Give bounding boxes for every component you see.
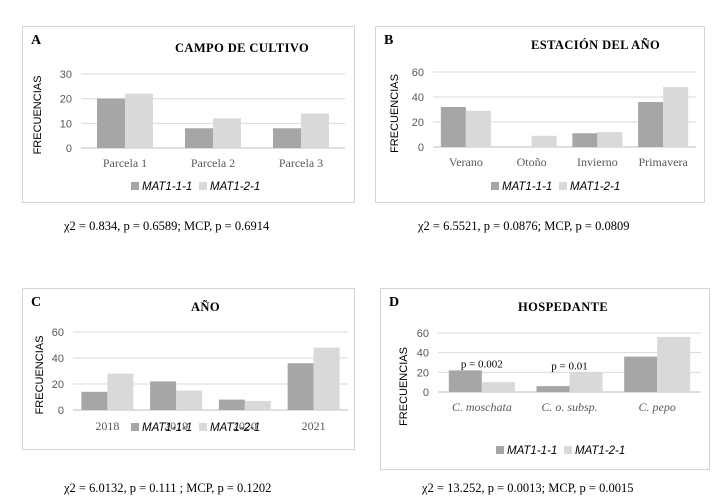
chart-a-bar-mat111-0: [97, 98, 125, 148]
chart-d-panel-letter: D: [389, 295, 399, 310]
chart-a-ytick-label: 30: [60, 69, 72, 81]
chart-c-category-label: 2018: [95, 419, 119, 433]
chart-b-bar-mat111-0: [440, 107, 466, 147]
chart-a-category-label: Parcela 2: [191, 156, 235, 170]
chart-a-legend-swatch-2: [199, 182, 207, 190]
chart-d-ytick-label: 0: [423, 387, 429, 399]
chart-a-bar-mat111-1: [185, 128, 213, 148]
chart-c-bar-mat121-0: [107, 373, 134, 410]
chart-d-legend-swatch-2: [564, 446, 572, 454]
chart-d-title: HOSPEDANTE: [518, 300, 608, 314]
chart-c-category-label: 2021: [302, 419, 326, 433]
chart-panel-d: D HOSPEDANTE 0 20 40 60 FRECUENCIAS C. moschata…: [380, 288, 710, 470]
chart-panel-b: B ESTACIÓN DEL AÑO 0 20 40 60 FRECUENCIAS Veran…: [375, 26, 705, 203]
chart-b-bar-mat111-3: [638, 102, 664, 147]
chart-d-ytick-label: 40: [417, 348, 429, 360]
chart-c-title: AÑO: [191, 300, 220, 314]
chart-b-bar-mat121-3: [663, 87, 689, 147]
stat-text-a: χ2 = 0.834, p = 0.6589; MCP, p = 0.6914: [64, 219, 270, 233]
chart-c-panel-letter: C: [31, 295, 41, 310]
chart-c-bar-mat111-0: [81, 391, 108, 410]
chart-panel-c: C AÑO 0 20 40 60 FRECUENCIAS 2018 2019 2020 2021 MA…: [22, 288, 355, 450]
chart-a-bar-mat111-2: [273, 128, 301, 148]
chart-a-ytick-label: 0: [66, 143, 72, 155]
chart-b-ytick-label: 60: [412, 67, 424, 79]
chart-b-bar-mat121-1: [531, 135, 557, 147]
stat-text-d: χ2 = 13.252, p = 0.0013; MCP, p = 0.0015: [422, 481, 634, 495]
chart-d-legend-label-1: MAT1-1-1: [507, 445, 557, 457]
chart-d-bar-mat121-2: [657, 336, 691, 392]
chart-b-category-label: Invierno: [577, 155, 618, 169]
chart-a-y-axis-label: FRECUENCIAS: [32, 76, 44, 155]
chart-d-legend-label-2: MAT1-2-1: [575, 445, 625, 457]
chart-b-legend-label-2: MAT1-2-1: [570, 181, 620, 193]
chart-b-panel-letter: B: [384, 33, 393, 48]
chart-b-category-label: Otoño: [517, 155, 547, 169]
stat-text-b: χ2 = 6.5521, p = 0.0876; MCP, p = 0.0809: [418, 219, 630, 233]
chart-b-ytick-label: 40: [412, 92, 424, 104]
chart-c-bar-mat111-2: [218, 399, 245, 410]
chart-d-category-label: C. pepo: [638, 400, 675, 414]
chart-c-category-label: 2020: [233, 419, 257, 433]
chart-a-category-label: Parcela 1: [103, 156, 147, 170]
chart-c-ytick-label: 20: [52, 379, 64, 391]
chart-a-legend-swatch-1: [131, 182, 139, 190]
chart-d-bar-mat111-1: [536, 386, 570, 392]
chart-d-ytick-label: 20: [417, 367, 429, 379]
chart-a-ytick-label: 10: [60, 118, 72, 130]
chart-c-bar-mat121-2: [244, 400, 271, 410]
chart-panel-a: A CAMPO DE CULTIVO 0 10 20 30 FRECUENCIAS Parce…: [22, 26, 355, 203]
chart-b-category-label: Primavera: [638, 155, 688, 169]
chart-b-legend-swatch-1: [491, 182, 499, 190]
chart-b-ytick-label: 0: [418, 142, 424, 154]
chart-c-ytick-label: 0: [58, 405, 64, 417]
chart-c-category-label: 2019: [164, 419, 188, 433]
chart-a-legend-label-2: MAT1-2-1: [210, 181, 260, 193]
chart-a-title: CAMPO DE CULTIVO: [175, 41, 309, 55]
chart-d-category-label: C. moschata: [452, 400, 512, 414]
chart-d-category-label: C. o. subsp.: [541, 400, 597, 414]
chart-b-bar-mat121-0: [465, 110, 491, 147]
chart-b-ytick-label: 20: [412, 117, 424, 129]
chart-b-category-label: Verano: [449, 155, 483, 169]
chart-a-bar-mat121-1: [213, 118, 241, 148]
chart-d-annotation: p = 0.002: [461, 358, 503, 370]
chart-b-svg: B ESTACIÓN DEL AÑO 0 20 40 60 FRECUENCIAS Veran…: [384, 33, 696, 193]
chart-a-ytick-label: 20: [60, 94, 72, 106]
chart-c-bar-mat121-1: [176, 390, 203, 410]
stat-text-c: χ2 = 6.0132, p = 0.111 ; MCP, p = 0.1202: [64, 481, 272, 495]
chart-d-y-axis-label: FRECUENCIAS: [398, 347, 410, 426]
chart-c-ytick-label: 40: [52, 353, 64, 365]
chart-d-bar-mat111-0: [448, 370, 482, 392]
chart-d-legend-swatch-1: [496, 446, 504, 454]
chart-c-ytick-label: 60: [52, 327, 64, 339]
chart-c-legend-label-2: MAT1-2-1: [210, 422, 260, 434]
chart-a-svg: A CAMPO DE CULTIVO 0 10 20 30 FRECUENCIAS Parce…: [31, 33, 345, 193]
chart-b-title: ESTACIÓN DEL AÑO: [531, 38, 660, 52]
chart-b-legend-swatch-2: [559, 182, 567, 190]
chart-c-bar-mat111-1: [150, 381, 177, 410]
chart-b-bar-mat121-2: [597, 132, 623, 147]
chart-d-bar-mat121-0: [481, 382, 515, 392]
chart-a-bar-mat121-0: [125, 93, 153, 148]
chart-a-category-label: Parcela 3: [279, 156, 323, 170]
chart-c-bar-mat111-3: [287, 363, 314, 410]
chart-c-legend-swatch-2: [199, 423, 207, 431]
chart-d-bar-mat111-2: [624, 356, 658, 392]
chart-b-bar-mat111-2: [572, 133, 598, 147]
chart-c-y-axis-label: FRECUENCIAS: [34, 336, 46, 415]
chart-a-bar-mat121-2: [301, 113, 329, 148]
chart-d-annotation: p = 0.01: [551, 360, 587, 372]
chart-c-legend-swatch-1: [131, 423, 139, 431]
chart-c-bar-mat121-3: [313, 347, 340, 410]
chart-a-panel-letter: A: [31, 33, 42, 48]
chart-b-y-axis-label: FRECUENCIAS: [389, 74, 401, 153]
chart-d-svg: D HOSPEDANTE 0 20 40 60 FRECUENCIAS C. moschata…: [389, 295, 701, 457]
chart-d-ytick-label: 60: [417, 328, 429, 340]
chart-a-legend-label-1: MAT1-1-1: [142, 181, 192, 193]
chart-c-svg: C AÑO 0 20 40 60 FRECUENCIAS 2018 2019 2020 2021 MA…: [31, 295, 348, 434]
chart-b-legend-label-1: MAT1-1-1: [502, 181, 552, 193]
chart-c-legend-label-1: MAT1-1-1: [142, 422, 192, 434]
chart-d-bar-mat121-1: [569, 372, 603, 392]
